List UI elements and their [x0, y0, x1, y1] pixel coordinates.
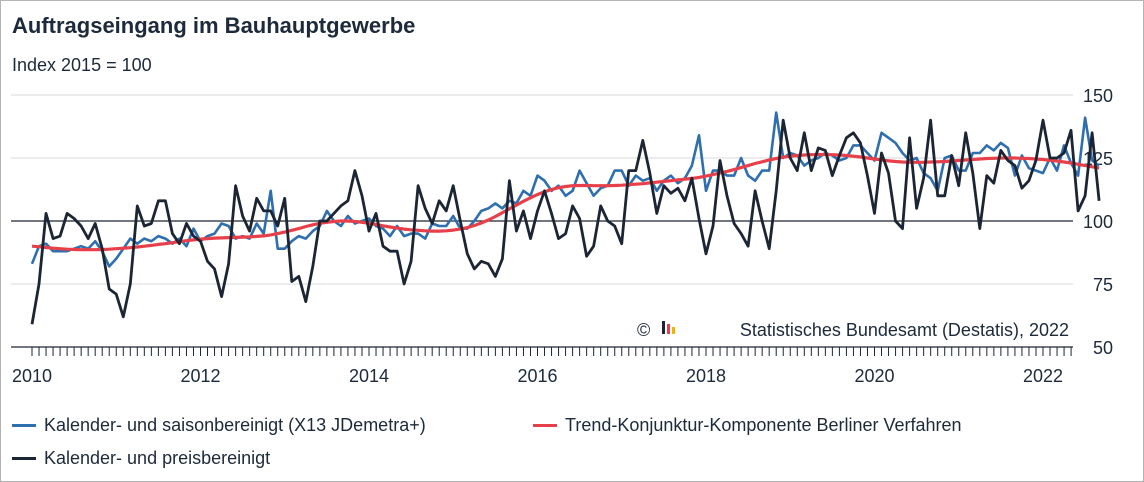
x-tick-label-2014: 2014: [349, 366, 389, 386]
x-tick-label-2010: 2010: [12, 366, 52, 386]
legend-swatch-trend: [533, 424, 557, 427]
x-tick-label-2012: 2012: [180, 366, 220, 386]
legend-swatch-preis: [12, 457, 36, 460]
y-tick-label-75: 75: [1093, 275, 1113, 295]
logo-bar-2: [667, 324, 670, 334]
legend-label-saison: Kalender- und saisonbereinigt (X13 JDeme…: [44, 415, 426, 435]
source-box: [631, 314, 1071, 344]
series-line-1: [31, 152, 1100, 252]
x-tick-label-2020: 2020: [854, 366, 894, 386]
x-tick-label-2016: 2016: [517, 366, 557, 386]
series-line-2: [30, 118, 1101, 325]
y-tick-label-150: 150: [1083, 86, 1113, 106]
y-tick-label-50: 50: [1093, 338, 1113, 358]
logo-bar-3: [672, 327, 675, 334]
x-tick-label-2022: 2022: [1023, 366, 1063, 386]
chart-subtitle: Index 2015 = 100: [12, 55, 152, 75]
legend-swatch-saison: [12, 424, 36, 427]
series-line-0: [30, 111, 1100, 268]
x-tick-label-2018: 2018: [686, 366, 726, 386]
legend-item-trend: Trend-Konjunktur-Komponente Berliner Ver…: [533, 415, 962, 436]
y-tick-label-100: 100: [1083, 212, 1113, 232]
legend-label-trend: Trend-Konjunktur-Komponente Berliner Ver…: [565, 415, 962, 435]
logo-bar-1: [662, 321, 665, 334]
legend-item-preis: Kalender- und preisbereinigt: [12, 448, 270, 469]
legend-item-saison: Kalender- und saisonbereinigt (X13 JDeme…: [12, 415, 426, 436]
copyright-symbol: ©: [637, 320, 650, 340]
source-credit: Statistisches Bundesamt (Destatis), 2022: [740, 320, 1069, 340]
legend-label-preis: Kalender- und preisbereinigt: [44, 448, 271, 468]
chart-title: Auftragseingang im Bauhauptgewerbe: [12, 13, 416, 38]
